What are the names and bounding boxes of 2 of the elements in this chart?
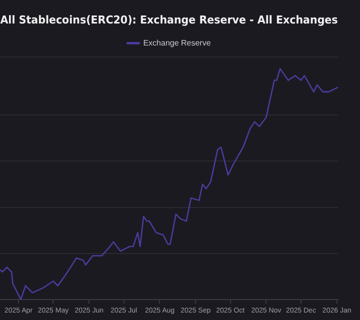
chart-title: All Stablecoins(ERC20): Exchange Reserve - All Exchanges (0, 13, 338, 27)
legend-label: Exchange Reserve (143, 38, 212, 48)
